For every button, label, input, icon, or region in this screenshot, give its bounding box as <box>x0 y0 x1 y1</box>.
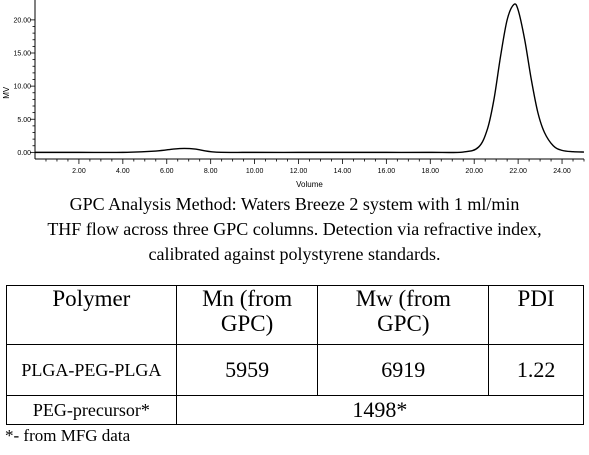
chart-axes <box>34 0 584 160</box>
caption-line: calibrated against polystyrene standards… <box>148 244 441 264</box>
cell-polymer: PEG-precursor* <box>6 395 177 425</box>
y-tick-label: 20.00 <box>13 17 31 24</box>
y-tick-label: 10.00 <box>13 84 31 91</box>
x-tick-label: 12.00 <box>290 168 308 175</box>
x-tick-label: 14.00 <box>334 168 352 175</box>
gpc-chromatogram: 0.00 5.00 10.00 15.00 20.00 2.00 4.00 6.00 8.00… <box>2 0 585 189</box>
x-axis-label: Volume <box>296 180 323 189</box>
x-tick-label: 2.00 <box>72 168 86 175</box>
table-row: PEG-precursor* 1498* <box>6 395 585 425</box>
x-tick-label: 20.00 <box>465 168 483 175</box>
x-tick-label: 6.00 <box>160 168 174 175</box>
table-header-row: Polymer Mn (from GPC) Mw (from GPC) PDI <box>6 285 584 345</box>
header-polymer: Polymer <box>6 285 177 345</box>
header-pdi: PDI <box>488 285 584 345</box>
x-tick-label: 18.00 <box>422 168 440 175</box>
header-mn: Mn (from GPC) <box>175 285 319 345</box>
chromatogram-trace <box>35 3 585 154</box>
y-axis-ticks: 0.00 5.00 10.00 15.00 20.00 <box>13 17 35 157</box>
x-axis-ticks: 2.00 4.00 6.00 8.00 10.00 12.00 14.00 16.00 18.0… <box>45 159 585 175</box>
x-tick-label: 10.00 <box>246 168 264 175</box>
molecular-weight-table: Polymer Mn (from GPC) Mw (from GPC) PDI … <box>6 285 585 425</box>
x-tick-label: 22.00 <box>509 168 527 175</box>
table-row: PLGA-PEG-PLGA 5959 6919 1.22 <box>6 344 584 396</box>
cell-mw: 6919 <box>317 344 490 396</box>
gpc-method-caption: GPC Analysis Method: Waters Breeze 2 sys… <box>0 192 589 267</box>
caption-line: GPC Analysis Method: Waters Breeze 2 sys… <box>69 194 520 214</box>
header-mw: Mw (from GPC) <box>317 285 490 345</box>
x-tick-label: 8.00 <box>204 168 218 175</box>
cell-mn: 5959 <box>175 344 319 396</box>
y-axis-label: MV <box>2 86 11 99</box>
caption-line: THF flow across three GPC columns. Detec… <box>47 219 542 239</box>
cell-pdi: 1.22 <box>488 344 584 396</box>
cell-merged-value: 1498* <box>175 395 585 425</box>
y-tick-label: 15.00 <box>13 51 31 58</box>
y-tick-label: 5.00 <box>17 117 31 124</box>
x-tick-label: 16.00 <box>378 168 396 175</box>
y-tick-label: 0.00 <box>17 150 31 157</box>
cell-polymer: PLGA-PEG-PLGA <box>6 344 177 396</box>
x-tick-label: 4.00 <box>116 168 130 175</box>
x-tick-label: 24.00 <box>553 168 571 175</box>
footnote: *- from MFG data <box>5 426 131 445</box>
